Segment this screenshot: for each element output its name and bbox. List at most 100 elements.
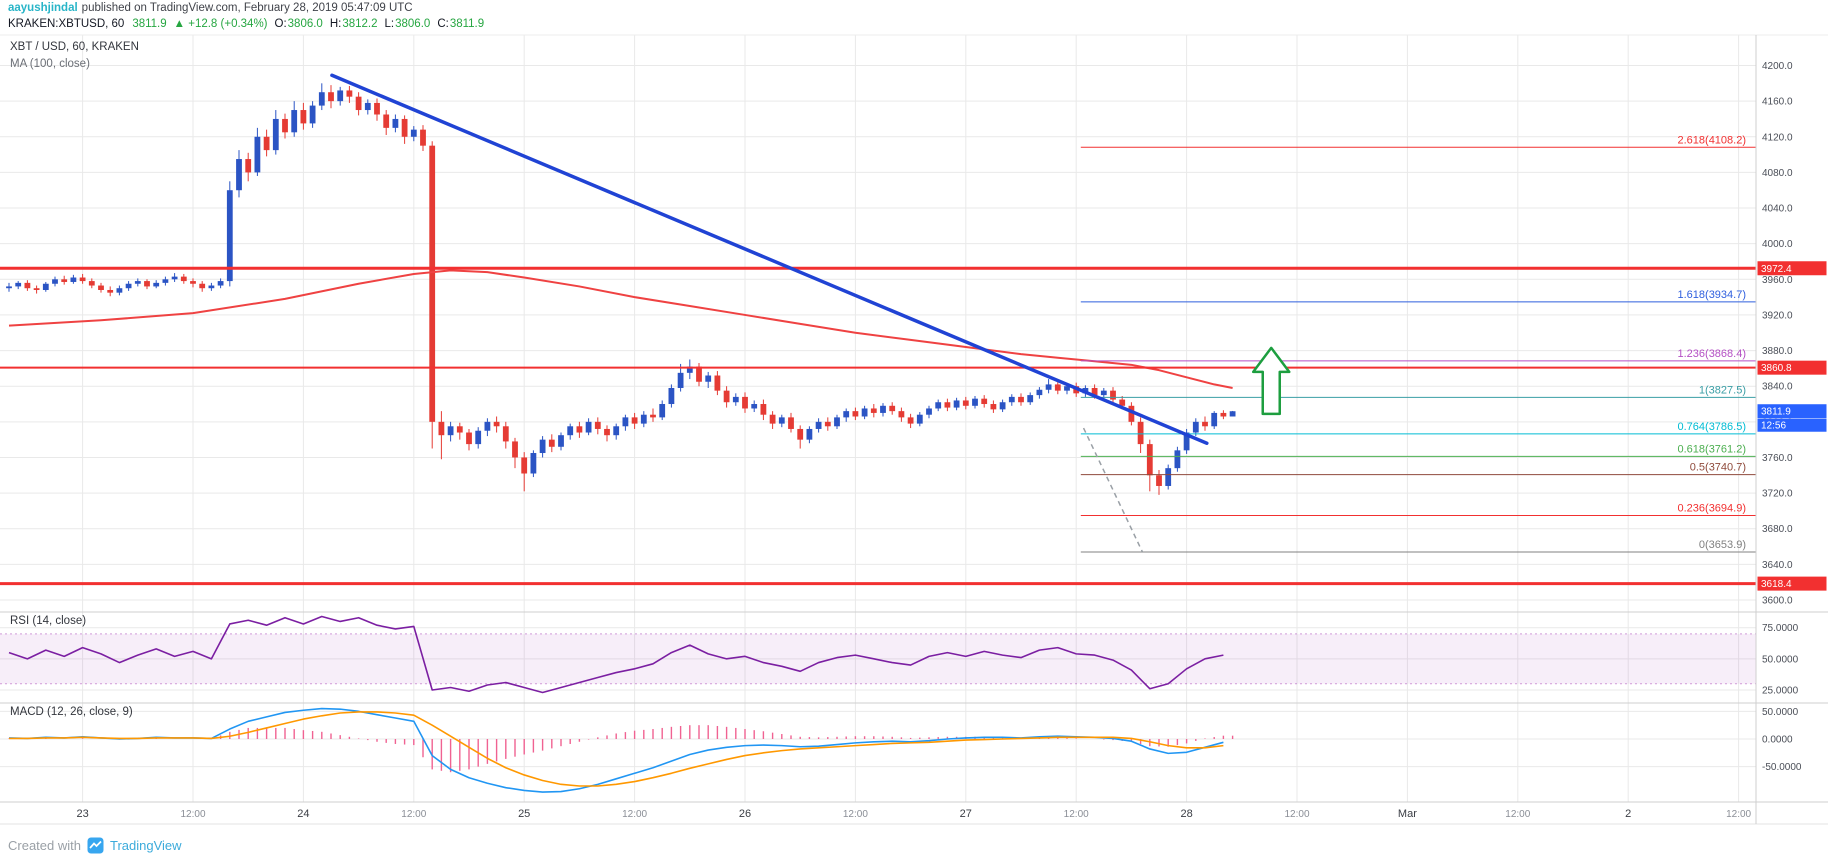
open-value: 3806.0: [287, 18, 323, 30]
svg-text:3640.0: 3640.0: [1762, 560, 1793, 571]
svg-text:50.0000: 50.0000: [1762, 654, 1799, 665]
candle: [245, 159, 252, 173]
svg-text:0(3653.9): 0(3653.9): [1699, 539, 1746, 551]
svg-text:26: 26: [739, 808, 751, 820]
svg-text:12:00: 12:00: [401, 809, 426, 820]
candle: [714, 375, 721, 391]
candle: [1202, 421, 1208, 427]
candle: [806, 428, 813, 440]
svg-text:12:00: 12:00: [1284, 809, 1309, 820]
candle: [990, 404, 997, 410]
svg-text:23: 23: [76, 808, 88, 820]
candle: [318, 92, 325, 106]
created-with-text: Created with: [8, 838, 81, 853]
svg-text:2.618(4108.2): 2.618(4108.2): [1678, 134, 1747, 146]
candle: [33, 288, 40, 290]
candle: [1119, 399, 1126, 406]
low-value: 3806.0: [395, 18, 431, 30]
candle: [346, 90, 353, 97]
svg-text:12:00: 12:00: [1726, 809, 1751, 820]
candle: [521, 457, 528, 474]
candle: [1220, 412, 1227, 417]
svg-text:3600.0: 3600.0: [1762, 596, 1793, 607]
candle: [236, 159, 242, 191]
svg-text:75.0000: 75.0000: [1762, 623, 1799, 634]
candle: [79, 277, 86, 282]
candle: [548, 439, 555, 447]
macd-pane-title: MACD (12, 26, close, 9): [10, 706, 133, 718]
svg-text:0.618(3761.2): 0.618(3761.2): [1678, 443, 1747, 455]
countdown-box: [1757, 418, 1827, 432]
candle: [70, 277, 77, 282]
candle: [594, 421, 601, 429]
candle: [889, 405, 896, 412]
author-name[interactable]: aayushjindal: [8, 2, 78, 14]
candle: [1100, 390, 1107, 396]
candle: [162, 279, 169, 283]
svg-text:12:00: 12:00: [180, 809, 205, 820]
candle: [116, 288, 123, 293]
candle: [107, 289, 114, 293]
close-value: 3811.9: [449, 18, 485, 30]
candle: [1146, 444, 1153, 476]
svg-text:1(3827.5): 1(3827.5): [1699, 384, 1746, 396]
rsi-band: [0, 633, 1756, 685]
candle: [300, 110, 307, 124]
candle: [530, 453, 537, 474]
rsi-pane-title: RSI (14, close): [10, 615, 87, 627]
tradingview-brand[interactable]: TradingView: [109, 838, 182, 853]
svg-text:24: 24: [297, 808, 309, 820]
candle: [742, 396, 748, 409]
candle: [1156, 475, 1162, 486]
candle: [981, 398, 988, 405]
last-price-box: [1757, 404, 1827, 419]
level-price-box: [1757, 576, 1827, 591]
ma-indicator-label: MA (100, close): [10, 58, 90, 70]
candle: [567, 426, 574, 436]
candle: [410, 129, 417, 137]
candle: [374, 102, 380, 115]
svg-text:0.5(3740.7): 0.5(3740.7): [1690, 462, 1746, 474]
candle: [640, 414, 647, 424]
candle: [558, 435, 564, 447]
svg-text:1.618(3934.7): 1.618(3934.7): [1678, 289, 1747, 301]
candle: [42, 283, 49, 290]
svg-text:50.0000: 50.0000: [1762, 707, 1799, 718]
candle: [1091, 387, 1098, 396]
candle: [696, 366, 702, 382]
fib-retracement: 2.618(4108.2) 1.618(3934.7) 1.236(3868.4) 1…: [1080, 134, 1756, 553]
svg-text:12:00: 12:00: [1064, 809, 1089, 820]
svg-text:3811.9: 3811.9: [1761, 407, 1791, 418]
svg-text:3880.0: 3880.0: [1762, 346, 1793, 357]
main-pane-title: XBT / USD, 60, KRAKEN: [10, 41, 139, 53]
candle: [870, 408, 877, 413]
svg-text:3840.0: 3840.0: [1762, 382, 1793, 393]
candle: [383, 114, 390, 128]
low-label: L:: [384, 18, 395, 30]
svg-text:3920.0: 3920.0: [1762, 310, 1793, 321]
trendline: [330, 73, 1209, 445]
candle: [1128, 405, 1135, 422]
candle: [962, 400, 969, 406]
candle: [1054, 384, 1061, 391]
svg-text:27: 27: [960, 808, 972, 820]
candle: [466, 432, 472, 445]
svg-text:3960.0: 3960.0: [1762, 275, 1793, 286]
candle: [438, 421, 445, 436]
svg-text:4200.0: 4200.0: [1762, 61, 1793, 72]
candle: [1110, 390, 1116, 400]
candle: [1165, 468, 1172, 486]
candle: [935, 402, 942, 409]
candle: [769, 414, 776, 424]
candle: [668, 387, 675, 405]
candle: [1008, 396, 1015, 403]
grid-lines: [0, 35, 1756, 802]
svg-text:4040.0: 4040.0: [1762, 204, 1793, 215]
candle: [1229, 411, 1236, 417]
candle: [972, 398, 978, 406]
candle: [843, 411, 850, 418]
candle: [493, 421, 500, 427]
svg-text:0.0000: 0.0000: [1762, 735, 1793, 746]
